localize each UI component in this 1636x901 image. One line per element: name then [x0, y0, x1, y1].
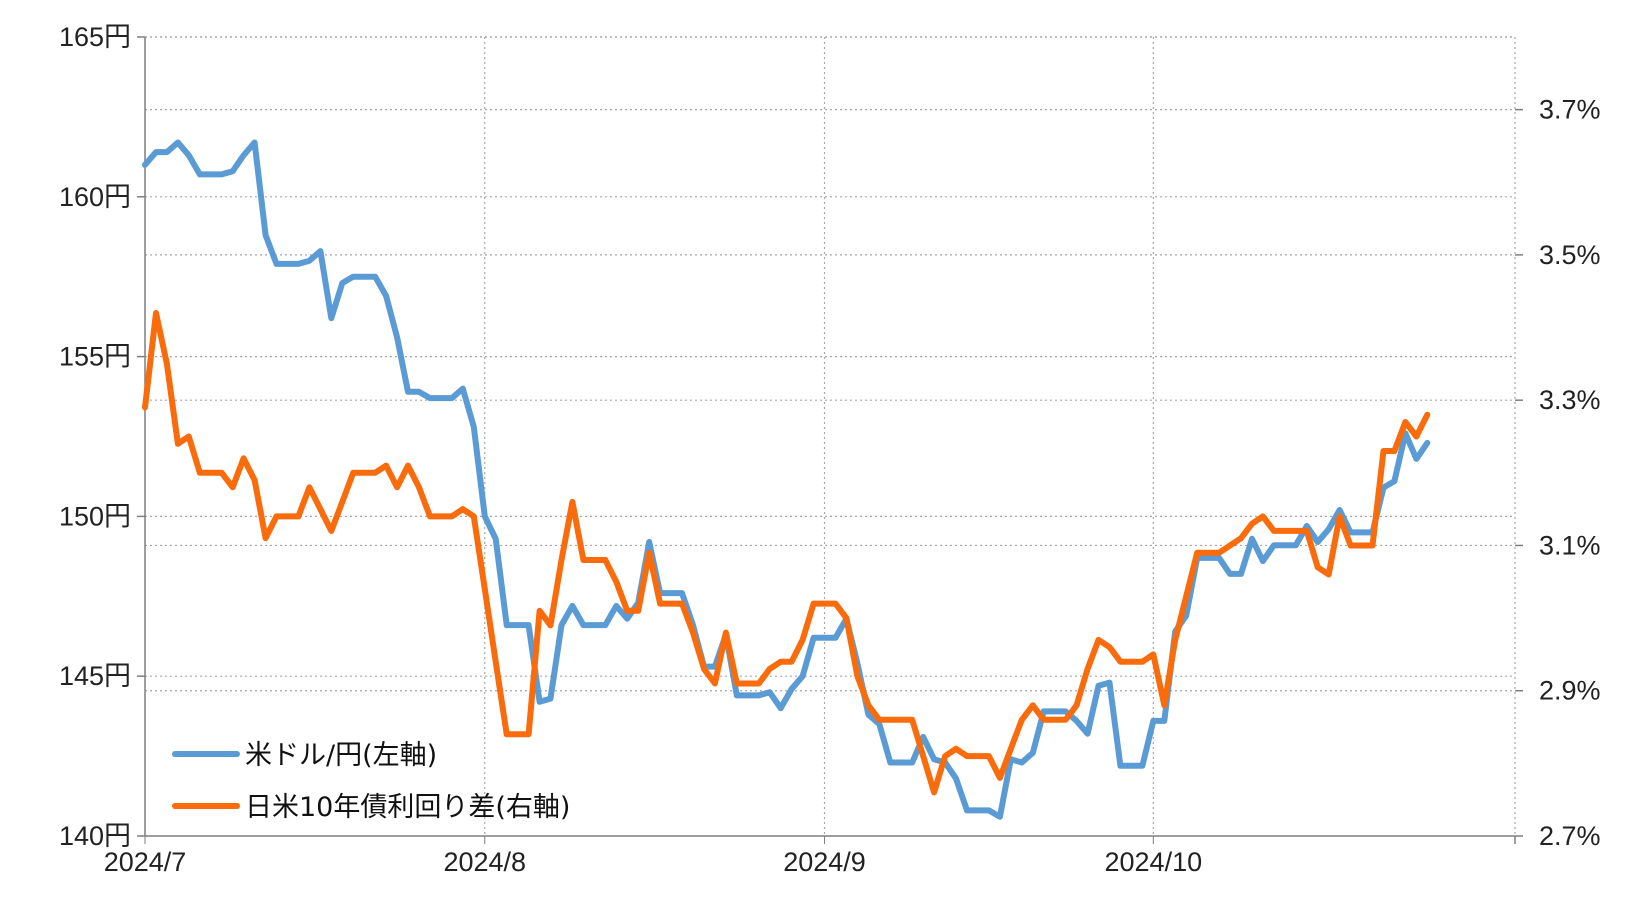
x-tick-label: 2024/7	[104, 847, 187, 877]
x-tick-label: 2024/8	[443, 847, 526, 877]
y-left-tick-label: 145円	[59, 661, 131, 691]
y-left-tick-label: 155円	[59, 342, 131, 372]
y-right-tick-label: 2.9%	[1539, 676, 1601, 706]
y-right-tick-label: 3.1%	[1539, 530, 1601, 560]
y-right-tick-label: 3.3%	[1539, 385, 1601, 415]
x-tick-label: 2024/10	[1105, 847, 1203, 877]
legend-item: 日米10年債利回り差(右軸)	[172, 792, 570, 823]
y-left-tick-label: 150円	[59, 501, 131, 531]
y-right-tick-label: 3.7%	[1539, 95, 1601, 125]
x-tick-label: 2024/9	[783, 847, 866, 877]
legend-label: 日米10年債利回り差(右軸)	[245, 792, 570, 823]
y-left-tick-label: 140円	[59, 821, 131, 851]
legend: 米ドル/円(左軸) 日米10年債利回り差(右軸)	[172, 740, 570, 823]
legend-item: 米ドル/円(左軸)	[172, 740, 437, 771]
gridlines	[145, 36, 1516, 836]
y-right-tick-label: 3.5%	[1539, 240, 1601, 270]
legend-label: 米ドル/円(左軸)	[245, 740, 437, 771]
y-left-tick-label: 160円	[59, 182, 131, 212]
y-right-tick-label: 2.7%	[1539, 821, 1601, 851]
axes: 140円 145円 150円 155円 160円 165円 2.7% 2.9% 3.1% 3.3%…	[59, 22, 1601, 877]
series-lines	[142, 139, 1431, 820]
series-line-usdjpy	[142, 139, 1431, 820]
series-line-yield-spread	[142, 310, 1431, 796]
y-left-tick-label: 165円	[59, 22, 131, 52]
